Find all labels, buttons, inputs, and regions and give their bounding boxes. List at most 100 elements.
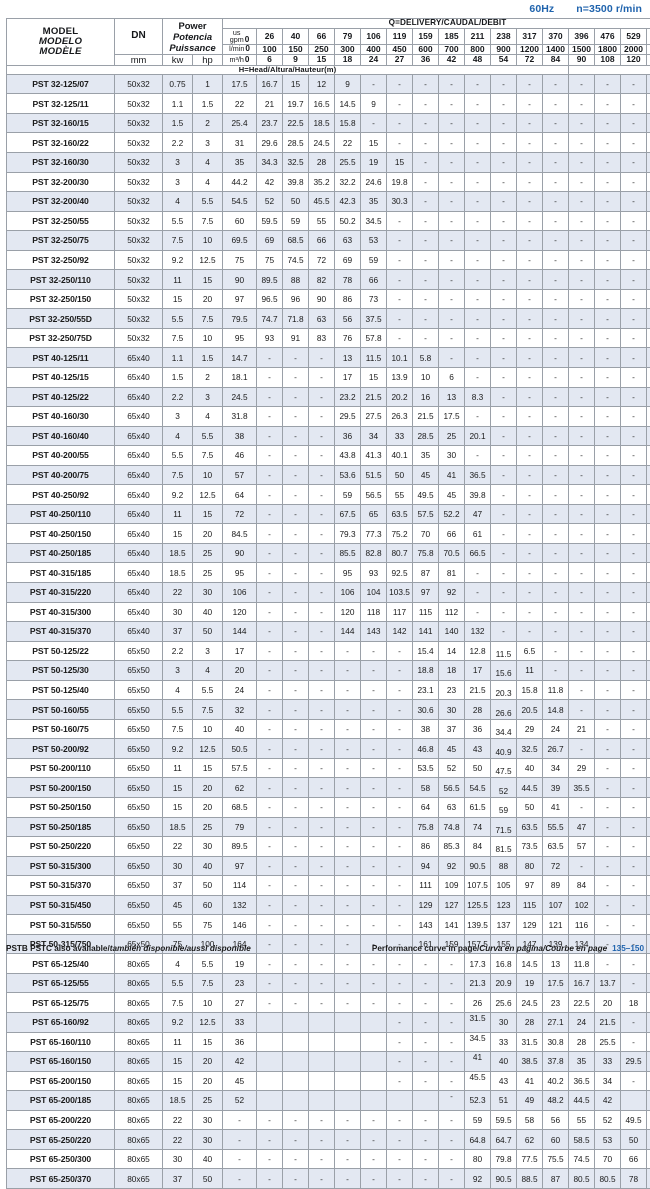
cell-head-11: 59 <box>491 798 517 818</box>
cell-head-8: - <box>413 309 439 329</box>
cell-head-15: - <box>595 583 621 603</box>
cell-head-2: - <box>257 895 283 915</box>
cell-head-12: 14.5 <box>517 954 543 974</box>
cell-power-kw: 3 <box>163 407 193 427</box>
cell-head-10: 66.5 <box>465 543 491 563</box>
cell-head-12: - <box>517 328 543 348</box>
footer-left-note: PSTB PSTC also available/también disponi… <box>6 944 251 953</box>
cell-head-13: 37.8 <box>543 1052 569 1072</box>
cell-head-11: 64.7 <box>491 1130 517 1150</box>
cell-head-1: 40 <box>223 719 257 739</box>
cell-head-3: - <box>283 504 309 524</box>
q-m3h-12: 84 <box>543 54 569 65</box>
cell-head-1: - <box>223 1110 257 1130</box>
cell-head-11: 16.8 <box>491 954 517 974</box>
cell-head-15: - <box>595 426 621 446</box>
cell-head-10: - <box>465 211 491 231</box>
cell-head-8: - <box>413 289 439 309</box>
cell-model: PST 65-160/150 <box>7 1052 115 1072</box>
cell-dn: 50x32 <box>115 289 163 309</box>
cell-head-17 <box>647 1091 650 1111</box>
cell-head-12: 77.5 <box>517 1149 543 1169</box>
cell-head-4: - <box>309 367 335 387</box>
cell-head-4: - <box>309 719 335 739</box>
cell-power-hp: 40 <box>193 856 223 876</box>
cell-head-14: - <box>569 485 595 505</box>
cell-head-10: 12.8 <box>465 641 491 661</box>
cell-head-6: - <box>361 113 387 133</box>
cell-power-hp: 3 <box>193 133 223 153</box>
cell-head-4: - <box>309 446 335 466</box>
cell-head-14: - <box>569 250 595 270</box>
cell-head-9: 85.3 <box>439 837 465 857</box>
cell-head-1: 42 <box>223 1052 257 1072</box>
cell-head-4: - <box>309 856 335 876</box>
cell-head-3: 50 <box>283 192 309 212</box>
cell-head-8: 21.5 <box>413 407 439 427</box>
cell-head-16: - <box>621 758 647 778</box>
cell-power-hp: 7.5 <box>193 446 223 466</box>
cell-head-5: 86 <box>335 289 361 309</box>
cell-head-1: 84.5 <box>223 524 257 544</box>
cell-head-6: - <box>361 895 387 915</box>
cell-head-3: - <box>283 485 309 505</box>
cell-head-11: - <box>491 485 517 505</box>
footer-left-italic: también disponible/aussi disponible <box>110 944 251 953</box>
cell-head-2: 96.5 <box>257 289 283 309</box>
cell-head-6: - <box>361 680 387 700</box>
cell-head-3: 19.7 <box>283 94 309 114</box>
cell-dn: 65x40 <box>115 465 163 485</box>
cell-head-12: 58 <box>517 1110 543 1130</box>
cell-power-hp: 10 <box>193 719 223 739</box>
cell-model: PST 40-160/30 <box>7 407 115 427</box>
cell-head-3: - <box>283 367 309 387</box>
cell-head-3: - <box>283 700 309 720</box>
cell-power-hp: 1 <box>193 74 223 94</box>
q-m3h-8: 42 <box>439 54 465 65</box>
cell-head-16: - <box>621 231 647 251</box>
power-label-en: Power <box>178 20 206 31</box>
cell-head-6: 19 <box>361 152 387 172</box>
cell-head-9: - <box>439 973 465 993</box>
cell-dn: 50x32 <box>115 172 163 192</box>
cell-head-4: - <box>309 622 335 642</box>
cell-head-13: - <box>543 563 569 583</box>
col-header-model: MODEL MODELO MODÈLE <box>7 19 115 66</box>
cell-power-hp: 20 <box>193 289 223 309</box>
cell-head-15: - <box>595 367 621 387</box>
cell-head-9: 141 <box>439 915 465 935</box>
q-gpm-10: 238 <box>491 28 517 44</box>
cell-power-hp: 15 <box>193 504 223 524</box>
cell-power-kw: 4 <box>163 192 193 212</box>
cell-power-kw: 15 <box>163 798 193 818</box>
cell-power-kw: 30 <box>163 1149 193 1169</box>
cell-head-4: - <box>309 993 335 1013</box>
cell-head-3: - <box>283 739 309 759</box>
cell-head-10: - <box>465 583 491 603</box>
cell-head-13: - <box>543 622 569 642</box>
cell-head-10: 26 <box>465 993 491 1013</box>
cell-head-10: 52.3 <box>465 1091 491 1111</box>
cell-head-16: - <box>621 74 647 94</box>
cell-head-1: 45 <box>223 1071 257 1091</box>
cell-head-16: - <box>621 602 647 622</box>
cell-head-13: - <box>543 172 569 192</box>
q-lmin-12: 1400 <box>543 45 569 55</box>
cell-head-8: 75.8 <box>413 543 439 563</box>
cell-head-5: 43.8 <box>335 446 361 466</box>
cell-head-9: 52.2 <box>439 504 465 524</box>
cell-head-6: 37.5 <box>361 309 387 329</box>
cell-head-7: - <box>387 837 413 857</box>
cell-head-5: - <box>335 1149 361 1169</box>
cell-head-14: - <box>569 856 595 876</box>
cell-head-1: 24 <box>223 680 257 700</box>
cell-dn: 80x65 <box>115 1071 163 1091</box>
cell-model: PST 40-125/22 <box>7 387 115 407</box>
cell-power-hp: 5.5 <box>193 192 223 212</box>
